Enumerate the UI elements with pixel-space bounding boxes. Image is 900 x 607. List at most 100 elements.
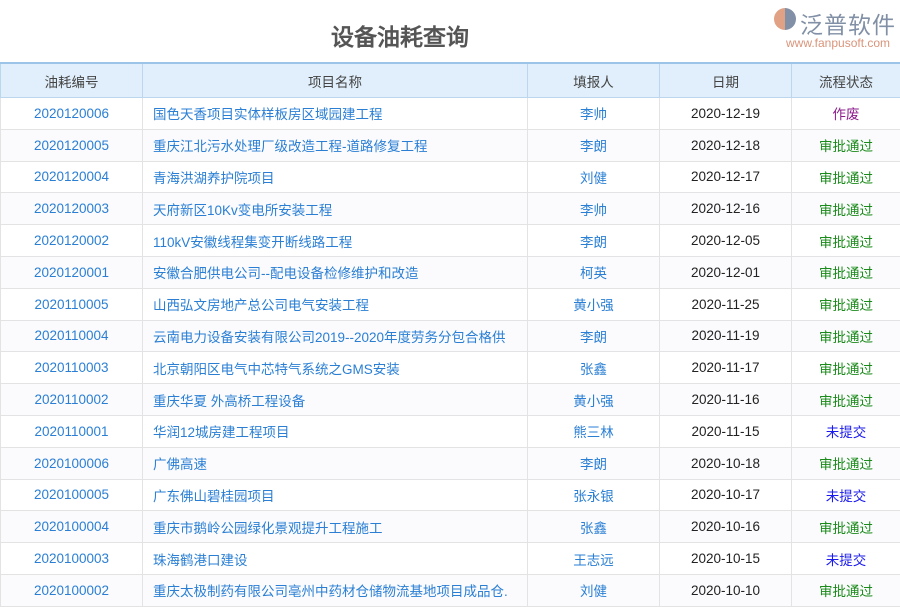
date-cell: 2020-10-17 xyxy=(660,479,792,511)
project-name-link[interactable]: 山西弘文房地产总公司电气安装工程 xyxy=(143,288,528,320)
reporter-cell: 李朗 xyxy=(528,129,660,161)
page-title: 设备油耗查询 xyxy=(0,18,800,52)
code-cell[interactable]: 2020100005 xyxy=(1,479,143,511)
project-name-link[interactable]: 国色天香项目实体样板房区域园建工程 xyxy=(143,98,528,130)
status-cell: 未提交 xyxy=(792,415,900,447)
project-name-link[interactable]: 广佛高速 xyxy=(143,447,528,479)
project-name-link[interactable]: 云南电力设备安装有限公司2019--2020年度劳务分包合格供 xyxy=(143,320,528,352)
watermark-text: 泛普软件 xyxy=(800,6,896,40)
brand-logo-icon xyxy=(774,8,796,30)
date-cell: 2020-12-18 xyxy=(660,129,792,161)
reporter-cell: 王志远 xyxy=(528,543,660,575)
project-name-link[interactable]: 重庆华夏 外高桥工程设备 xyxy=(143,384,528,416)
column-header-reporter[interactable]: 填报人 xyxy=(528,63,660,98)
project-name-link[interactable]: 华润12城房建工程项目 xyxy=(143,415,528,447)
reporter-cell: 李朗 xyxy=(528,225,660,257)
project-name-link[interactable]: 安徽合肥供电公司--配电设备检修维护和改造 xyxy=(143,256,528,288)
date-cell: 2020-10-18 xyxy=(660,447,792,479)
reporter-cell: 李帅 xyxy=(528,98,660,130)
column-header-status[interactable]: 流程状态 xyxy=(792,63,900,98)
project-name-link[interactable]: 重庆市鹅岭公园绿化景观提升工程施工 xyxy=(143,511,528,543)
code-cell[interactable]: 2020120005 xyxy=(1,129,143,161)
code-cell[interactable]: 2020110002 xyxy=(1,384,143,416)
project-name-link[interactable]: 重庆太极制药有限公司亳州中药材仓储物流基地项目成品仓. xyxy=(143,574,528,606)
code-cell[interactable]: 2020120004 xyxy=(1,161,143,193)
reporter-cell: 李朗 xyxy=(528,320,660,352)
reporter-cell: 张鑫 xyxy=(528,511,660,543)
watermark-logo: 泛普软件 www.fanpusoft.com xyxy=(770,4,900,58)
status-cell: 审批通过 xyxy=(792,256,900,288)
date-cell: 2020-11-25 xyxy=(660,288,792,320)
code-cell[interactable]: 2020120003 xyxy=(1,193,143,225)
date-cell: 2020-11-19 xyxy=(660,320,792,352)
column-header-date[interactable]: 日期 xyxy=(660,63,792,98)
project-name-link[interactable]: 天府新区10Kv变电所安装工程 xyxy=(143,193,528,225)
code-cell[interactable]: 2020100004 xyxy=(1,511,143,543)
code-cell[interactable]: 2020110004 xyxy=(1,320,143,352)
code-cell[interactable]: 2020110003 xyxy=(1,352,143,384)
status-cell: 审批通过 xyxy=(792,384,900,416)
status-cell: 审批通过 xyxy=(792,161,900,193)
reporter-cell: 刘健 xyxy=(528,574,660,606)
column-header-code[interactable]: 油耗编号 xyxy=(1,63,143,98)
watermark-url: www.fanpusoft.com xyxy=(786,36,890,50)
status-cell: 审批通过 xyxy=(792,574,900,606)
code-cell[interactable]: 2020100003 xyxy=(1,543,143,575)
status-cell: 作废 xyxy=(792,98,900,130)
date-cell: 2020-12-16 xyxy=(660,193,792,225)
status-cell: 审批通过 xyxy=(792,447,900,479)
reporter-cell: 李帅 xyxy=(528,193,660,225)
project-name-link[interactable]: 珠海鹤港口建设 xyxy=(143,543,528,575)
date-cell: 2020-12-05 xyxy=(660,225,792,257)
code-cell[interactable]: 2020110005 xyxy=(1,288,143,320)
code-cell[interactable]: 2020110001 xyxy=(1,415,143,447)
table-header-row: 油耗编号 项目名称 填报人 日期 流程状态 xyxy=(1,63,900,98)
code-cell[interactable]: 2020120001 xyxy=(1,256,143,288)
date-cell: 2020-10-16 xyxy=(660,511,792,543)
status-cell: 审批通过 xyxy=(792,352,900,384)
date-cell: 2020-11-15 xyxy=(660,415,792,447)
code-cell[interactable]: 2020100002 xyxy=(1,574,143,606)
reporter-cell: 刘健 xyxy=(528,161,660,193)
reporter-cell: 李朗 xyxy=(528,447,660,479)
status-cell: 审批通过 xyxy=(792,320,900,352)
status-cell: 审批通过 xyxy=(792,193,900,225)
code-cell[interactable]: 2020120006 xyxy=(1,98,143,130)
reporter-cell: 黄小强 xyxy=(528,384,660,416)
reporter-cell: 柯英 xyxy=(528,256,660,288)
project-name-link[interactable]: 北京朝阳区电气中芯特气系统之GMS安装 xyxy=(143,352,528,384)
project-name-link[interactable]: 110kV安徽线程集变开断线路工程 xyxy=(143,225,528,257)
column-header-project[interactable]: 项目名称 xyxy=(143,63,528,98)
status-cell: 审批通过 xyxy=(792,511,900,543)
date-cell: 2020-11-17 xyxy=(660,352,792,384)
status-cell: 审批通过 xyxy=(792,129,900,161)
project-name-link[interactable]: 重庆江北污水处理厂级改造工程-道路修复工程 xyxy=(143,129,528,161)
project-name-link[interactable]: 青海洪湖养护院项目 xyxy=(143,161,528,193)
code-cell[interactable]: 2020100006 xyxy=(1,447,143,479)
code-cell[interactable]: 2020120002 xyxy=(1,225,143,257)
status-cell: 未提交 xyxy=(792,479,900,511)
reporter-cell: 熊三林 xyxy=(528,415,660,447)
reporter-cell: 张鑫 xyxy=(528,352,660,384)
status-cell: 未提交 xyxy=(792,543,900,575)
project-name-link[interactable]: 广东佛山碧桂园项目 xyxy=(143,479,528,511)
date-cell: 2020-12-19 xyxy=(660,98,792,130)
reporter-cell: 黄小强 xyxy=(528,288,660,320)
